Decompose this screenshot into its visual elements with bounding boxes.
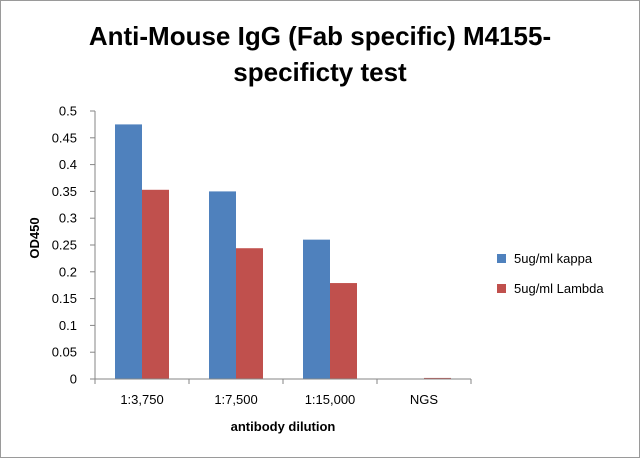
legend-swatch-2: [497, 284, 506, 293]
chart-title-line-1: Anti-Mouse IgG (Fab specific) M4155-: [89, 21, 551, 51]
y-tick-label: 0.1: [59, 318, 77, 333]
legend: 5ug/ml kappa 5ug/ml Lambda: [497, 251, 604, 296]
bar-lambda-3: [330, 283, 357, 379]
y-tick-label: 0.35: [52, 184, 77, 199]
x-tick-label: 1:3,750: [120, 392, 163, 407]
y-tick-label: 0.2: [59, 264, 77, 279]
x-tick-label: 1:7,500: [214, 392, 257, 407]
x-axis-title: antibody dilution: [231, 419, 336, 434]
bar-kappa-3: [303, 239, 330, 379]
y-tick-label: 0.25: [52, 238, 77, 253]
legend-swatch-1: [497, 254, 506, 263]
tick-labels: 0 0.05 0.1 0.15 0.2 0.25 0.3 0.35 0.4 0.45 0.5 1:3,…: [52, 104, 439, 408]
x-tick-label: NGS: [410, 392, 439, 407]
axes: [90, 110, 472, 384]
y-tick-label: 0.05: [52, 345, 77, 360]
bar-kappa-1: [115, 124, 142, 380]
bar-kappa-2: [209, 191, 236, 379]
y-tick-label: 0.4: [59, 157, 77, 172]
bar-lambda-2: [236, 248, 263, 379]
legend-label-1: 5ug/ml kappa: [514, 251, 593, 266]
x-tick-label: 1:15,000: [305, 392, 356, 407]
y-tick-label: 0.5: [59, 104, 77, 119]
y-tick-label: 0.45: [52, 130, 77, 145]
bars: [115, 124, 451, 380]
bar-lambda-1: [142, 189, 169, 379]
bar-lambda-4: [424, 377, 451, 379]
y-tick-label: 0: [70, 372, 77, 387]
legend-label-2: 5ug/ml Lambda: [514, 281, 604, 296]
y-axis-title: OD450: [27, 217, 42, 258]
y-tick-label: 0.15: [52, 291, 77, 306]
chart-title-line-2: specificty test: [233, 57, 407, 87]
y-tick-label: 0.3: [59, 211, 77, 226]
